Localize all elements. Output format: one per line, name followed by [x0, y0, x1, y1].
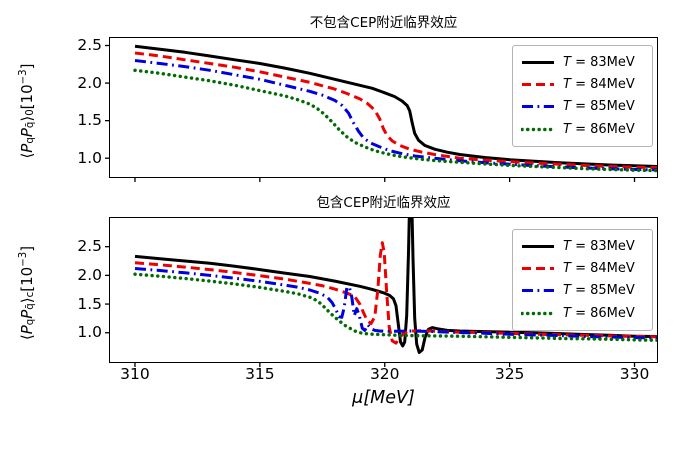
- bottom-plot-legend: T = 83MeV T = 84MeV T = 85MeV T = 86MeV: [512, 229, 653, 331]
- legend-label: T = 83MeV: [563, 54, 635, 70]
- angle-open: ⟨: [18, 334, 36, 341]
- angle-open: ⟨: [18, 152, 36, 159]
- bottom-chart-title: 包含CEP附近临界效应: [316, 195, 451, 211]
- symbol-p2-sub: q̄: [24, 121, 36, 129]
- symbol-p2: P: [18, 128, 36, 138]
- symbol-p1-sub: q: [24, 137, 36, 144]
- plot-area-top: [133, 44, 657, 173]
- legend-line-sample-solid: [522, 60, 554, 64]
- mu-symbol: μ: [352, 388, 364, 408]
- curve-t83-top: [134, 44, 657, 168]
- x-axis-label: μ[MeV]: [110, 388, 657, 408]
- curve-t86-top: [133, 68, 657, 173]
- legend-line-sample-dashdot: [522, 289, 554, 293]
- mu-unit: [MeV]: [363, 388, 415, 408]
- legend-label: T = 85MeV: [563, 283, 635, 299]
- legend-label: T = 83MeV: [563, 238, 635, 254]
- y-tick-label-top: 2.5: [77, 36, 102, 54]
- legend-label: T = 86MeV: [563, 121, 635, 137]
- x-tick-label: 330: [619, 365, 650, 383]
- y-tick-label-top: 1.0: [77, 148, 102, 167]
- legend-line-sample-dotted: [521, 127, 555, 132]
- symbol-p2-sub: q̄: [24, 303, 36, 310]
- outer-subscript: c: [24, 291, 36, 298]
- legend-entry-t84: T = 84MeV: [521, 257, 644, 279]
- curve-t84-bottom: [134, 241, 657, 345]
- x-tick-label: 310: [120, 365, 150, 383]
- legend-label: T = 85MeV: [563, 99, 635, 115]
- unit-open: [10: [18, 266, 36, 292]
- y-tick-label-bottom: 1.5: [77, 294, 102, 313]
- bottom-plot-axes: [109, 217, 658, 363]
- legend-entry-t85: T = 85MeV: [521, 96, 644, 118]
- symbol-p1: P: [18, 325, 36, 335]
- y-tick-label-bottom: 2.0: [77, 265, 102, 284]
- legend-entry-t86: T = 86MeV: [521, 118, 644, 140]
- symbol-p1: P: [18, 143, 36, 153]
- plot-area-bottom: [133, 218, 657, 354]
- legend-label: T = 84MeV: [563, 261, 635, 277]
- unit-exponent: −3: [17, 69, 29, 85]
- legend-entry-t83: T = 83MeV: [521, 235, 644, 257]
- legend-entry-t85: T = 85MeV: [521, 280, 644, 302]
- legend-entry-t84: T = 84MeV: [521, 73, 644, 95]
- y-tick-label-bottom: 2.5: [77, 237, 102, 256]
- unit-open: [10: [18, 84, 36, 110]
- legend-entry-t83: T = 83MeV: [521, 51, 644, 73]
- top-chart-title: 不包含CEP附近临界效应: [309, 15, 458, 31]
- y-tick-label-top: 1.5: [77, 111, 102, 130]
- x-tick-label: 325: [494, 365, 525, 383]
- legend-line-sample-dashed: [522, 267, 554, 271]
- legend-line-sample-dotted: [521, 311, 555, 316]
- symbol-p2: P: [18, 309, 36, 319]
- outer-subscript: 0: [24, 109, 36, 116]
- legend-entry-t86: T = 86MeV: [521, 302, 644, 324]
- legend-label: T = 84MeV: [563, 77, 635, 93]
- legend-line-sample-solid: [522, 244, 554, 248]
- top-plot-axes: [109, 37, 658, 178]
- curve-t86-bottom: [133, 272, 657, 342]
- legend-label: T = 86MeV: [563, 305, 635, 321]
- curve-t84-top: [134, 51, 657, 170]
- x-tick-label: 315: [245, 365, 275, 383]
- x-tick-label: 320: [369, 365, 400, 383]
- y-tick-label-top: 2.0: [77, 73, 102, 92]
- symbol-p1-sub: q: [24, 318, 36, 326]
- top-plot-legend: T = 83MeV T = 84MeV T = 85MeV T = 86MeV: [512, 45, 653, 147]
- legend-line-sample-dashdot: [522, 105, 554, 109]
- curve-t85-top: [134, 59, 657, 172]
- curve-t85-bottom: [134, 267, 657, 340]
- legend-line-sample-dashed: [522, 83, 554, 87]
- y-tick-label-bottom: 1.0: [77, 323, 102, 342]
- unit-exponent: −3: [17, 251, 29, 267]
